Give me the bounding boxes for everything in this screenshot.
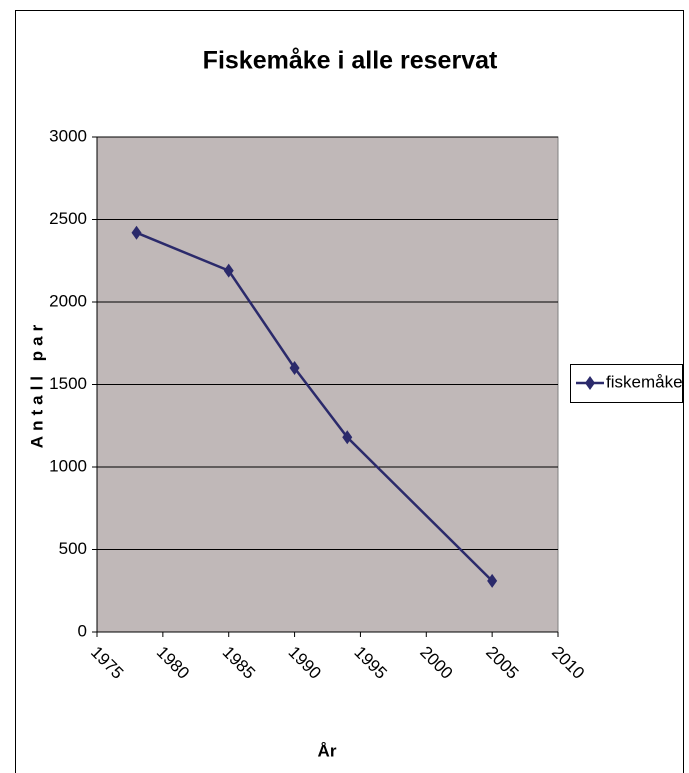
- chart-title: Fiskemåke i alle reservat: [203, 47, 498, 75]
- y-tick-label: 2000: [49, 291, 87, 310]
- legend-label: fiskemåke: [606, 372, 683, 391]
- data-point: [131, 225, 142, 240]
- data-point: [289, 361, 300, 375]
- y-tick-label: 0: [78, 621, 87, 640]
- data-point: [487, 573, 498, 588]
- data-point: [342, 430, 353, 445]
- x-axis-title: År: [318, 741, 337, 760]
- data-point: [223, 263, 234, 278]
- y-tick-label: 1500: [49, 374, 87, 393]
- y-tick-label: 1000: [49, 456, 87, 475]
- y-tick-label: 500: [59, 539, 87, 558]
- legend-marker: [585, 376, 595, 390]
- y-tick-label: 3000: [49, 126, 87, 145]
- y-tick-label: 2500: [49, 209, 87, 228]
- y-axis-title: Antall par: [27, 320, 46, 448]
